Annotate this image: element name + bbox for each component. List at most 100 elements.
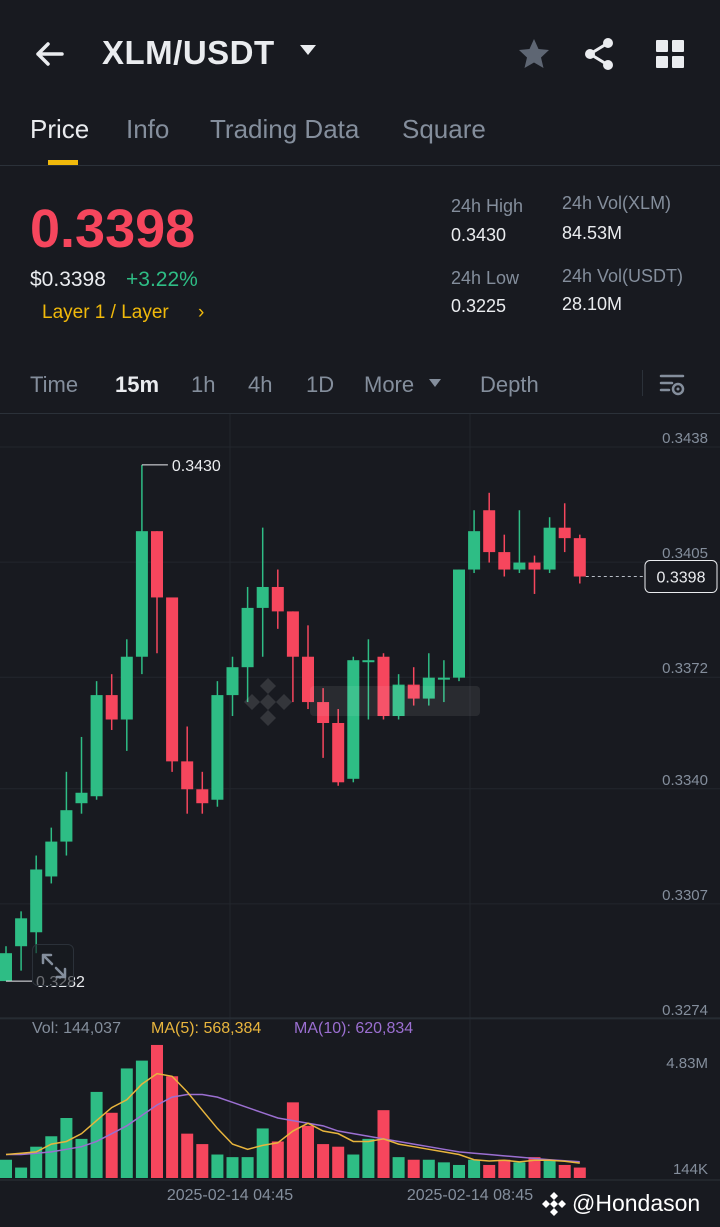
vol-quote-value: 28.10M (562, 294, 623, 314)
volume-bar (543, 1159, 556, 1178)
vol-base-value: 84.53M (562, 223, 623, 243)
back-arrow-icon[interactable] (32, 36, 68, 72)
candle-body (226, 667, 239, 696)
candle-body (135, 531, 148, 657)
fullscreen-button[interactable] (32, 944, 74, 986)
interval-time[interactable]: Time (30, 372, 79, 397)
category-link[interactable]: Layer 1 / Layer (42, 302, 169, 323)
candle-body (377, 656, 390, 717)
candle-body (120, 656, 133, 720)
caret-down-icon[interactable] (299, 44, 317, 56)
interval-1h[interactable]: 1h (191, 372, 216, 397)
candle-body (151, 531, 163, 598)
volume-ma10-label: MA(10): 620,834 (294, 1020, 414, 1037)
candle-body (45, 841, 58, 877)
volume-ma5-line (5, 1072, 580, 1164)
time-axis-label: 2025-02-14 08:45 (407, 1187, 533, 1204)
interval-more[interactable]: More (364, 372, 415, 397)
volume-label: Vol: 144,037 (32, 1020, 121, 1037)
interval-bar: Time 15m 1h 4h 1D More Depth (0, 356, 720, 414)
candle-body (498, 552, 511, 570)
candle-body (0, 953, 12, 982)
candle-body (105, 695, 118, 720)
tab-trading-data[interactable]: Trading Data (210, 114, 360, 144)
candle-body (392, 684, 405, 717)
candle-body (241, 607, 254, 668)
current-price-tag (644, 560, 718, 594)
volume-bar (513, 1162, 526, 1178)
volume-bar (453, 1164, 465, 1178)
volume-bar (0, 1159, 12, 1178)
high-marker-label: 0.3430 (172, 458, 221, 475)
tab-price[interactable]: Price (30, 114, 90, 144)
grid-icon[interactable] (652, 36, 688, 72)
caret-down-icon[interactable] (428, 378, 442, 388)
volume-bar (498, 1159, 511, 1178)
volume-bar (347, 1154, 360, 1178)
candle-body (286, 611, 299, 657)
candle-body (302, 656, 314, 703)
volume-bar (483, 1164, 496, 1178)
share-icon[interactable] (581, 36, 617, 72)
pair-title[interactable]: XLM/USDT (102, 34, 275, 71)
volume-bar (437, 1162, 450, 1178)
active-tab-indicator (48, 160, 78, 165)
interval-15m[interactable]: 15m (115, 372, 160, 397)
volume-bar (181, 1133, 194, 1178)
volume-bar (558, 1164, 571, 1178)
interval-depth[interactable]: Depth (480, 372, 539, 397)
price-change: +3.22% (126, 268, 198, 291)
vol-quote-label: 24h Vol(USDT) (562, 266, 684, 286)
candle-body (528, 562, 541, 570)
candle-body (573, 538, 586, 577)
candle-body (347, 660, 360, 779)
candle-body (271, 586, 284, 612)
candle-body (483, 510, 496, 553)
candle-body (256, 586, 269, 608)
binance-watermark-icon (244, 678, 480, 726)
star-icon[interactable] (516, 36, 552, 72)
volume-bar (271, 1141, 284, 1178)
candle-body (422, 677, 435, 699)
interval-4h[interactable]: 4h (248, 372, 273, 397)
volume-bar (211, 1154, 224, 1178)
vol-base-label: 24h Vol(XLM) (562, 193, 672, 213)
chart-settings-icon[interactable] (658, 370, 686, 398)
high-label: 24h High (451, 196, 524, 216)
volume-bar (302, 1125, 314, 1178)
binance-logo-icon (542, 1192, 566, 1216)
volume-ma5-label: MA(5): 568,384 (151, 1020, 262, 1037)
candlestick-chart[interactable]: 0.3438 0.3405 0.3372 0.3340 0.3307 0.3274 0.34… (0, 414, 720, 1227)
divider (642, 370, 643, 396)
time-axis-label: 2025-02-14 04:45 (167, 1187, 293, 1204)
candle-body (90, 695, 103, 797)
volume-bar (377, 1110, 390, 1178)
candle-body (75, 792, 88, 804)
top-bar: XLM/USDT (0, 0, 720, 108)
high-value: 0.3430 (451, 225, 507, 245)
volume-bar (256, 1128, 269, 1178)
volume-bar (226, 1157, 239, 1178)
expand-icon (41, 953, 67, 979)
tab-info[interactable]: Info (126, 114, 170, 144)
chevron-right-icon[interactable]: › (198, 302, 205, 323)
volume-bar (60, 1118, 73, 1178)
tab-square[interactable]: Square (402, 114, 486, 144)
candle-body (181, 761, 194, 790)
candle-body (30, 869, 43, 933)
volume-bar (407, 1159, 420, 1178)
candle-body (332, 723, 345, 783)
price-tick-label: 0.3405 (662, 545, 708, 562)
volume-bar (166, 1076, 179, 1178)
volume-bar (105, 1112, 118, 1178)
candle-body (513, 562, 526, 570)
usd-price: $0.3398 (30, 268, 106, 291)
volume-bar (468, 1159, 481, 1178)
volume-bar (135, 1060, 148, 1178)
volume-bar (241, 1157, 254, 1178)
interval-1d[interactable]: 1D (306, 372, 335, 397)
volume-ma10-line (6, 1093, 580, 1163)
price-tick-label: 0.3274 (662, 1002, 708, 1019)
last-price: 0.3398 (30, 199, 196, 259)
volume-bar (528, 1157, 541, 1178)
